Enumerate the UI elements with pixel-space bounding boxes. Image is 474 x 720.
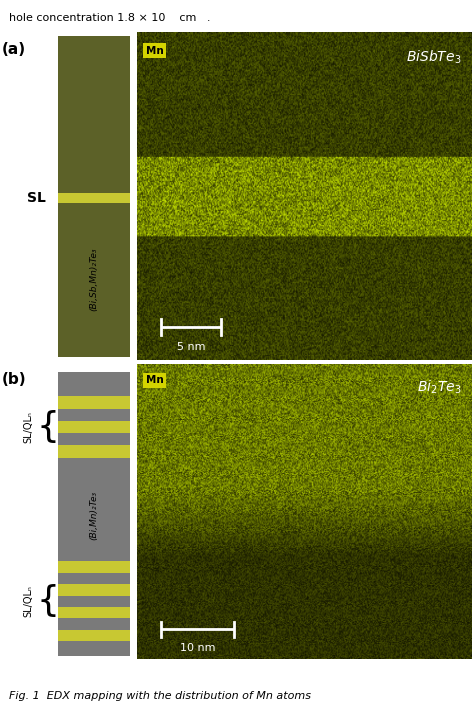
Bar <box>58 397 130 409</box>
Bar <box>58 409 130 421</box>
Bar <box>58 433 130 446</box>
Bar <box>58 562 130 573</box>
Text: Bi$_2$Te$_3$: Bi$_2$Te$_3$ <box>417 379 462 396</box>
Text: 10 nm: 10 nm <box>180 642 215 652</box>
Bar <box>58 372 130 384</box>
Bar <box>58 595 130 607</box>
Bar <box>58 584 130 595</box>
Text: BiSbTe$_3$: BiSbTe$_3$ <box>406 49 462 66</box>
Text: (Bi,Sb,Mn)₂Te₃: (Bi,Sb,Mn)₂Te₃ <box>90 248 99 312</box>
Bar <box>58 573 130 584</box>
Bar <box>58 470 130 562</box>
Bar <box>58 630 130 641</box>
Text: hole concentration 1.8 × 10    cm   .: hole concentration 1.8 × 10 cm . <box>9 13 211 23</box>
Text: {: { <box>36 584 60 618</box>
Text: (a): (a) <box>2 42 26 57</box>
Text: SL/QLₙ: SL/QLₙ <box>24 585 34 617</box>
Bar <box>58 618 130 630</box>
Bar <box>58 193 130 203</box>
Bar <box>58 641 130 656</box>
Text: (Bi,Mn)₂Te₃: (Bi,Mn)₂Te₃ <box>90 491 99 540</box>
Text: Mn: Mn <box>146 375 164 385</box>
Bar <box>58 458 130 470</box>
Text: {: { <box>36 410 60 444</box>
Bar <box>58 384 130 397</box>
Text: Mn: Mn <box>146 45 164 55</box>
Text: SL: SL <box>27 191 46 204</box>
Text: SL/QLₙ: SL/QLₙ <box>24 411 34 443</box>
Text: 5 nm: 5 nm <box>177 342 205 352</box>
Text: Fig. 1  EDX mapping with the distribution of Mn atoms: Fig. 1 EDX mapping with the distribution… <box>9 691 311 701</box>
Bar <box>58 36 130 193</box>
Text: (b): (b) <box>2 372 27 387</box>
Bar <box>58 446 130 458</box>
Bar <box>58 203 130 356</box>
Bar <box>58 421 130 433</box>
Bar <box>58 607 130 618</box>
